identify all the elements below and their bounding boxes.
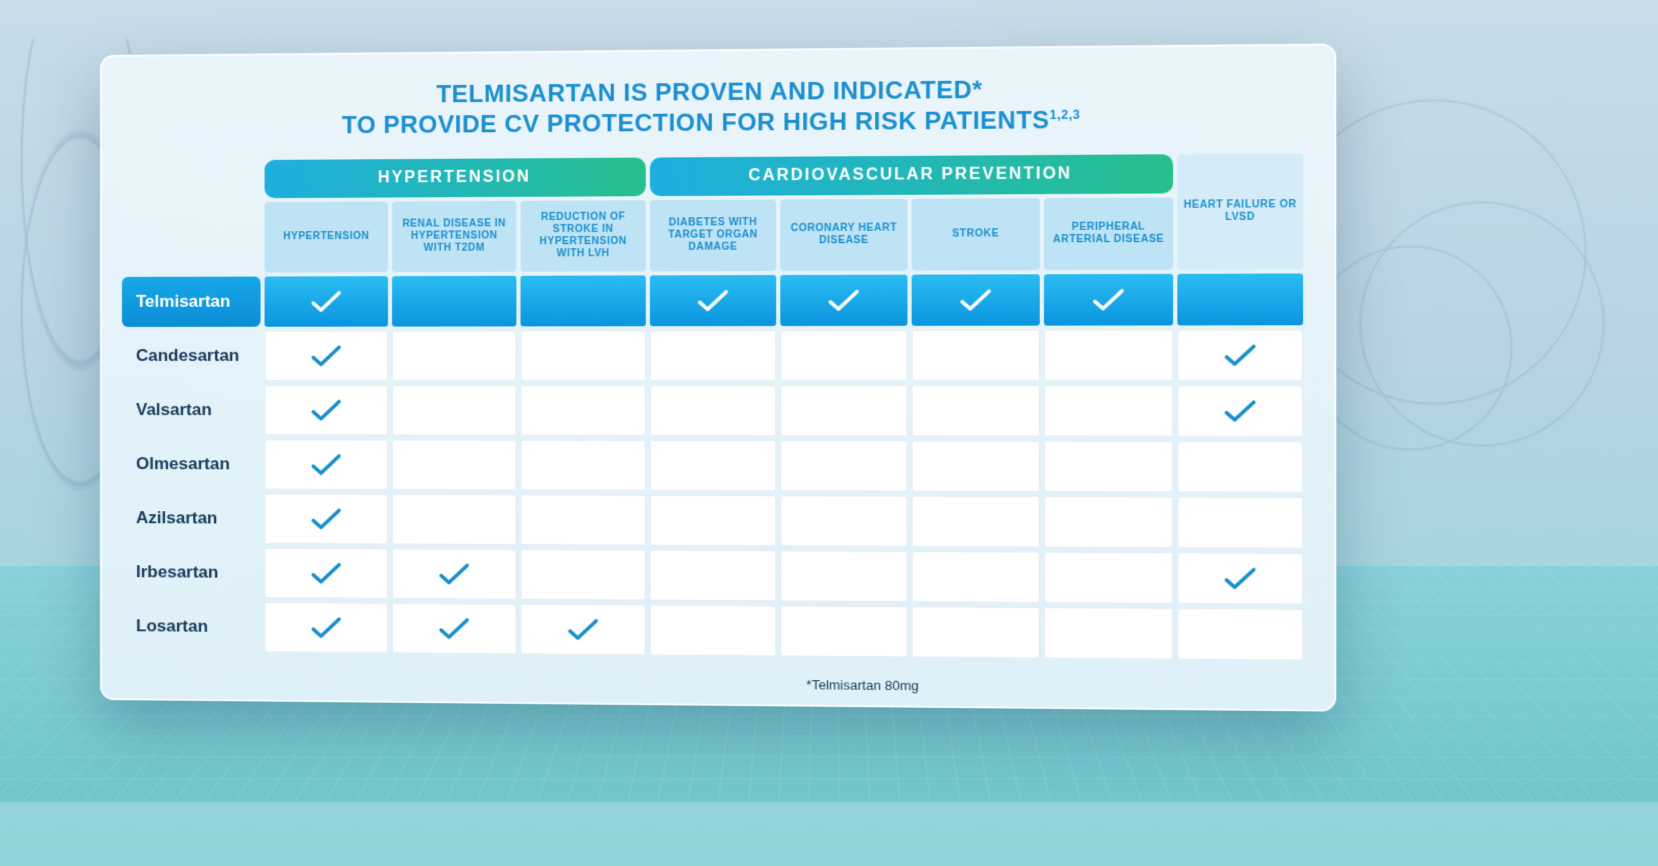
table-cell <box>780 495 907 547</box>
table-cell <box>780 275 907 326</box>
panel-title: TELMISARTAN IS PROVEN AND INDICATED* TO … <box>122 73 1313 143</box>
table-cell <box>392 330 516 381</box>
table-cell <box>265 494 388 545</box>
table-cell <box>521 385 646 436</box>
table-cell <box>265 276 388 327</box>
table-cell <box>1044 441 1173 493</box>
table-cell <box>912 330 1040 381</box>
column-header-3: DIABETES WITH TARGET ORGAN DAMAGE <box>650 200 776 272</box>
row-label-0: Telmisartan <box>122 277 261 327</box>
table-cell <box>265 331 388 381</box>
title-superscript: 1,2,3 <box>1050 108 1081 123</box>
group-header-1: CARDIOVASCULAR PREVENTION <box>650 154 1173 196</box>
table-cell <box>392 440 516 491</box>
table-cell <box>650 495 776 546</box>
table-cell <box>1177 552 1303 604</box>
row-label-2: Valsartan <box>122 385 261 435</box>
table-cell <box>912 496 1040 548</box>
table-cell <box>1044 607 1173 659</box>
column-header-2: REDUCTION OF STROKE IN HYPERTENSION WITH… <box>521 200 646 271</box>
table-cell <box>1177 385 1303 437</box>
check-icon <box>309 343 343 369</box>
table-cell <box>265 385 388 435</box>
column-header-5: STROKE <box>912 198 1040 270</box>
table-cell <box>650 385 776 436</box>
title-line-1: TELMISARTAN IS PROVEN AND INDICATED* <box>436 76 982 108</box>
table-cell <box>1177 273 1303 325</box>
table-corner-spacer <box>122 160 261 199</box>
row-label-5: Irbesartan <box>122 547 261 598</box>
check-icon <box>309 288 343 314</box>
table-cell <box>780 550 907 602</box>
table-cell <box>780 605 907 657</box>
table-cell <box>780 330 907 381</box>
table-cell <box>1177 497 1303 549</box>
table-cell <box>912 385 1040 436</box>
table-cell <box>521 494 646 545</box>
table-cell <box>650 275 776 326</box>
table-cell <box>521 440 646 491</box>
table-cell <box>650 440 776 491</box>
table-cell <box>912 440 1040 492</box>
table-cell <box>265 548 388 599</box>
check-icon <box>826 287 861 314</box>
table-cell <box>521 549 646 600</box>
check-icon <box>309 451 343 477</box>
check-icon <box>437 561 472 587</box>
table-cell <box>521 330 646 381</box>
table-cell <box>780 440 907 491</box>
footnote: *Telmisartan 80mg <box>806 677 918 693</box>
table-cell <box>1044 385 1173 437</box>
table-cell <box>1044 330 1173 382</box>
title-line-2: TO PROVIDE CV PROTECTION FOR HIGH RISK P… <box>342 107 1050 140</box>
check-icon <box>1222 398 1258 425</box>
column-header-6: PERIPHERAL ARTERIAL DISEASE <box>1044 198 1173 271</box>
row-label-6: Losartan <box>122 601 261 652</box>
table-cell <box>912 274 1040 326</box>
row-label-header-spacer <box>122 202 261 273</box>
table-cell <box>392 603 516 654</box>
table-cell <box>1044 496 1173 548</box>
table-cell <box>1177 441 1303 493</box>
check-icon <box>566 616 601 643</box>
row-label-3: Olmesartan <box>122 439 261 489</box>
check-icon <box>437 615 472 642</box>
table-cell <box>265 439 388 490</box>
check-icon <box>1222 342 1258 369</box>
comparison-panel: TELMISARTAN IS PROVEN AND INDICATED* TO … <box>100 43 1336 711</box>
check-icon <box>309 614 343 640</box>
check-icon <box>1222 565 1258 592</box>
table-cell <box>650 550 776 602</box>
check-icon <box>309 560 343 586</box>
table-cell <box>1177 329 1303 381</box>
table-cell <box>912 606 1040 658</box>
table-cell <box>780 385 907 436</box>
group-header-0: HYPERTENSION <box>265 158 646 199</box>
table-cell <box>521 604 646 656</box>
table-cell <box>392 494 516 545</box>
column-header-4: CORONARY HEART DISEASE <box>780 199 907 271</box>
column-header-7: HEART FAILURE OR LVSD <box>1177 153 1303 269</box>
check-icon <box>1090 286 1126 313</box>
table-cell <box>392 276 516 327</box>
row-label-1: Candesartan <box>122 331 261 381</box>
check-icon <box>958 287 994 314</box>
table-cell <box>650 330 776 381</box>
table-cell <box>912 551 1040 603</box>
column-header-0: HYPERTENSION <box>265 202 388 273</box>
row-label-4: Azilsartan <box>122 493 261 544</box>
column-header-1: RENAL DISEASE IN HYPERTENSION WITH T2DM <box>392 201 516 272</box>
check-icon <box>309 397 343 423</box>
check-icon <box>309 506 343 532</box>
indications-table: HYPERTENSIONCARDIOVASCULAR PREVENTIONHEA… <box>122 153 1313 660</box>
table-cell <box>521 275 646 326</box>
check-icon <box>695 287 730 314</box>
table-cell <box>1044 552 1173 604</box>
table-cell <box>265 602 388 653</box>
table-cell <box>392 385 516 436</box>
table-cell <box>1044 274 1173 326</box>
table-cell <box>392 548 516 599</box>
table-cell <box>1177 608 1303 661</box>
table-cell <box>650 605 776 657</box>
